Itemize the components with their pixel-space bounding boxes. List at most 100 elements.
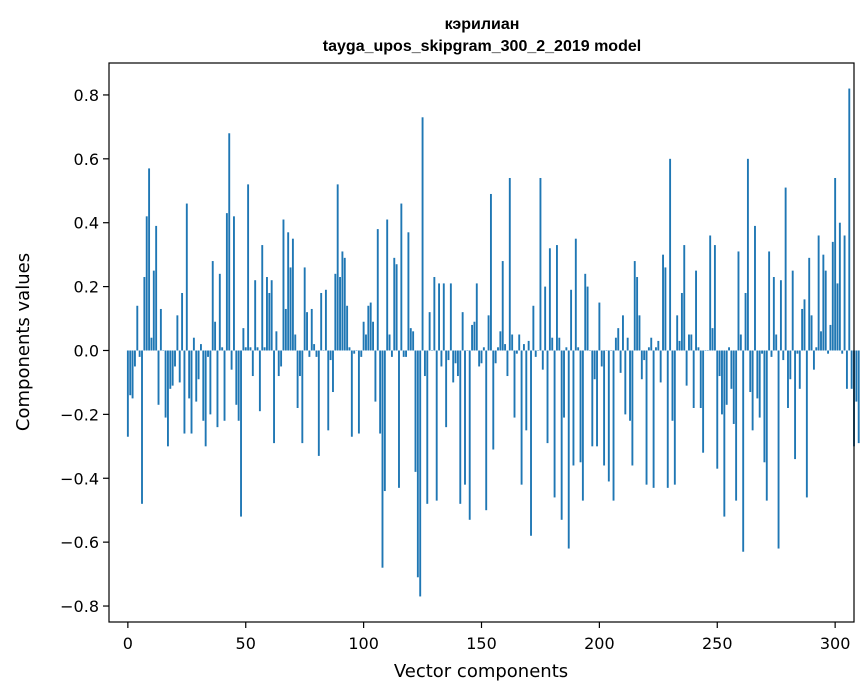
bar-127: [426, 350, 429, 504]
bar-118: [405, 350, 407, 357]
bar-50: [244, 347, 247, 351]
bar-307: [850, 350, 853, 389]
y-tick-label: 0.2: [74, 278, 99, 297]
bar-45: [233, 216, 235, 351]
bar-254: [725, 350, 728, 405]
bar-256: [730, 350, 733, 389]
bar-170: [527, 340, 530, 351]
bar-206: [612, 350, 615, 501]
bar-141: [459, 350, 462, 504]
bar-40: [221, 347, 224, 351]
bar-146: [471, 324, 474, 351]
bar-120: [409, 328, 412, 351]
bar-95: [350, 350, 353, 437]
bar-161: [506, 350, 509, 377]
bar-26: [188, 350, 191, 399]
bar-218: [640, 350, 643, 380]
bar-253: [723, 350, 726, 517]
bar-193: [581, 350, 584, 501]
bar-148: [475, 283, 478, 351]
x-tick-label: 200: [584, 634, 615, 653]
bar-276: [777, 350, 780, 549]
bar-274: [772, 277, 775, 351]
bar-93: [346, 305, 349, 351]
bar-53: [251, 350, 254, 377]
bar-261: [742, 350, 745, 552]
y-tick-label: −0.4: [60, 469, 99, 488]
bar-71: [294, 334, 297, 351]
bar-259: [737, 251, 740, 351]
bar-21: [176, 315, 179, 351]
bar-263: [746, 158, 749, 351]
bar-257: [732, 350, 735, 424]
bar-54: [254, 280, 257, 351]
bar-5: [138, 350, 141, 357]
bar-125: [421, 117, 424, 351]
bar-197: [591, 350, 594, 447]
y-tick-label: −0.6: [60, 533, 99, 552]
bar-152: [485, 350, 488, 511]
bar-200: [598, 302, 601, 351]
bar-102: [367, 305, 370, 351]
bar-0: [126, 350, 129, 437]
bar-111: [388, 334, 391, 351]
bar-86: [329, 350, 332, 361]
bar-41: [223, 350, 226, 421]
bar-228: [664, 267, 667, 351]
bar-266: [754, 225, 756, 351]
bar-207: [614, 337, 617, 351]
bar-10: [150, 337, 153, 351]
bar-98: [357, 350, 360, 434]
bar-39: [218, 273, 221, 351]
x-tick-label: 300: [820, 634, 851, 653]
bar-51: [247, 184, 250, 351]
bar-66: [282, 219, 285, 351]
bar-135: [445, 350, 448, 428]
bar-153: [487, 315, 490, 351]
bar-67: [284, 308, 287, 351]
bar-124: [419, 350, 422, 597]
bar-244: [702, 350, 705, 453]
bar-122: [414, 350, 417, 472]
x-tick-label: 150: [466, 634, 497, 653]
bar-215: [633, 261, 636, 351]
bar-60: [268, 292, 271, 351]
bar-12: [155, 225, 158, 351]
bar-128: [428, 312, 431, 351]
bar-298: [829, 324, 832, 351]
y-tick-label: 0.0: [74, 341, 99, 360]
bar-296: [824, 270, 827, 351]
bar-65: [280, 350, 283, 367]
bar-284: [796, 350, 799, 354]
bar-285: [798, 350, 801, 389]
bar-213: [629, 350, 631, 421]
bar-57: [261, 245, 264, 351]
bar-6: [141, 350, 143, 504]
bar-223: [652, 350, 655, 488]
bar-175: [539, 177, 542, 351]
bar-37: [214, 321, 217, 351]
bar-47: [237, 350, 240, 421]
bar-208: [617, 328, 620, 351]
bar-9: [148, 168, 151, 351]
x-tick-label: 0: [123, 634, 133, 653]
bar-119: [407, 232, 410, 351]
bar-282: [791, 270, 794, 351]
bar-96: [353, 350, 356, 354]
bar-3: [133, 350, 136, 367]
bar-2: [131, 350, 134, 399]
bar-108: [381, 350, 384, 568]
bar-116: [400, 203, 403, 351]
bar-43: [228, 133, 231, 351]
bar-186: [565, 347, 568, 351]
bar-154: [489, 193, 492, 351]
bar-31: [200, 344, 202, 351]
bar-163: [511, 334, 514, 351]
bar-179: [548, 248, 551, 351]
bar-230: [669, 158, 672, 351]
bar-176: [541, 350, 544, 370]
bar-238: [688, 334, 690, 351]
bar-8: [145, 216, 148, 351]
bar-192: [579, 350, 582, 463]
bar-72: [296, 350, 299, 408]
